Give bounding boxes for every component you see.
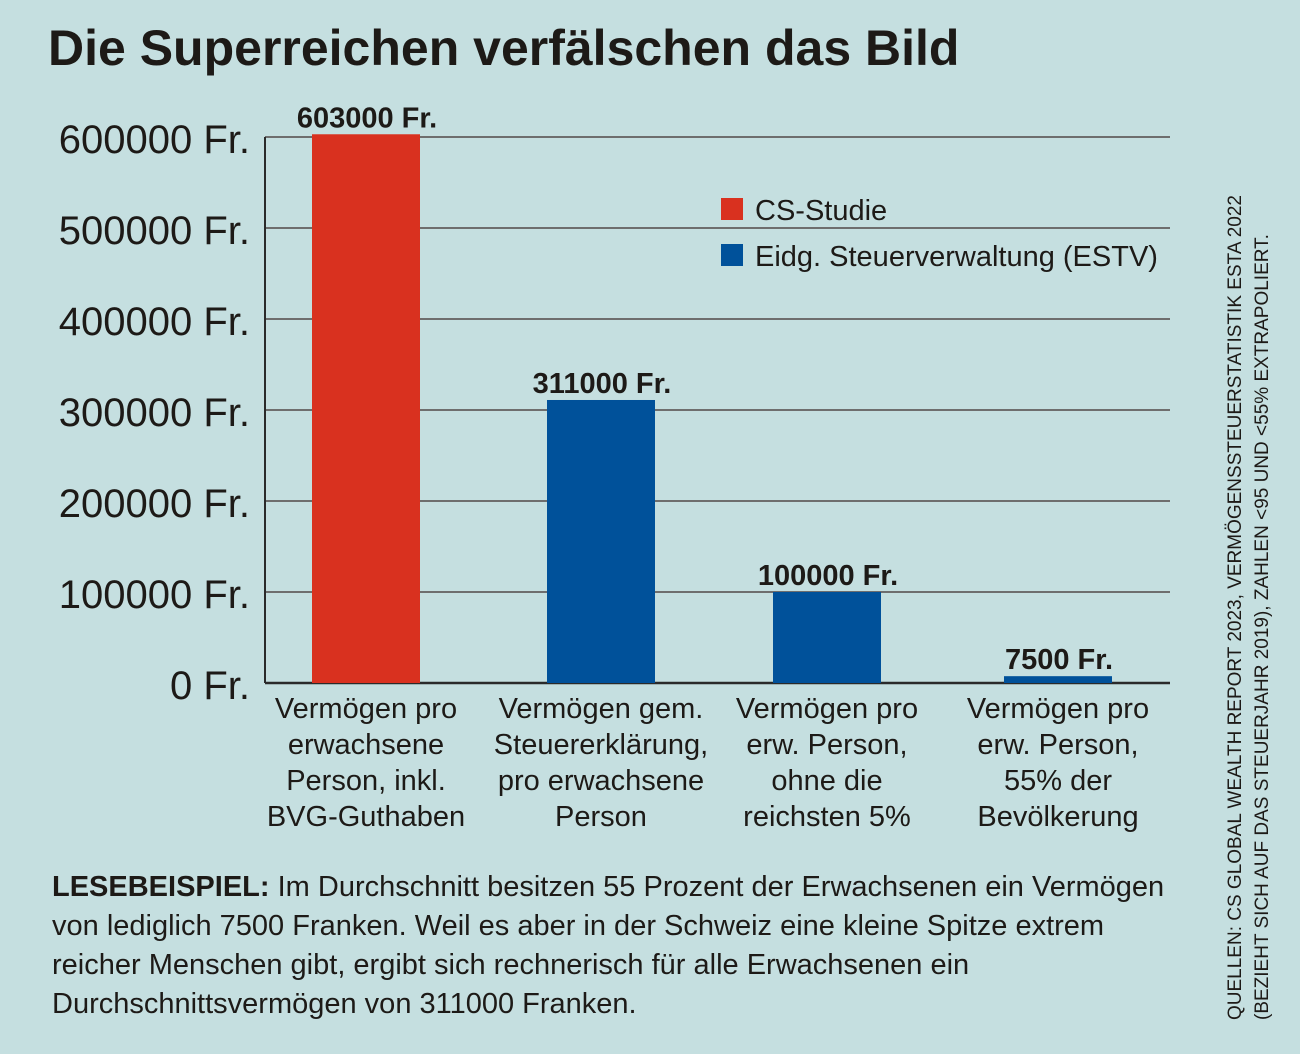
source-note: QUELLEN: CS GLOBAL WEALTH REPORT 2023, V… [1222, 195, 1276, 1020]
reading-example-text: Im Durchschnitt besitzen 55 Prozent der … [52, 871, 1165, 1020]
legend-label: Eidg. Steuerverwaltung (ESTV) [755, 241, 1158, 273]
bar-value-label: 311000 Fr. [533, 368, 672, 400]
x-category-label: Vermögen gem. [499, 693, 704, 725]
bar-value-label: 603000 Fr. [297, 102, 437, 134]
legend-label: CS-Studie [755, 195, 887, 227]
x-category-label: erw. Person, [746, 729, 907, 761]
legend-swatch [721, 198, 743, 220]
bar-value-label: 100000 Fr. [758, 560, 898, 592]
bar [773, 592, 881, 683]
y-tick-label: 200000 Fr. [59, 482, 250, 526]
x-category-label: Steuererklärung, [494, 729, 708, 761]
x-category-label: erw. Person, [977, 729, 1138, 761]
x-category-label: pro erwachsene [498, 765, 704, 797]
x-category-label: Vermögen pro [275, 693, 457, 725]
x-category-label: reichsten 5% [743, 801, 911, 833]
x-category-label: Vermögen pro [967, 693, 1149, 725]
x-category-label: Vermögen pro [736, 693, 918, 725]
bar-value-label: 7500 Fr. [1005, 644, 1113, 676]
x-category-label: 55% der [1004, 765, 1112, 797]
y-tick-label: 300000 Fr. [59, 391, 250, 435]
bar [547, 399, 655, 683]
x-category-label: erwachsene [288, 729, 444, 761]
reading-example: LESEBEISPIEL: Im Durchschnitt besitzen 5… [52, 868, 1182, 1024]
reading-example-lead: LESEBEISPIEL: [52, 871, 270, 903]
legend-swatch [721, 244, 743, 266]
x-category-label: Person [555, 801, 647, 833]
y-tick-label: 500000 Fr. [59, 209, 250, 253]
bar [312, 134, 420, 683]
y-tick-label: 600000 Fr. [59, 118, 250, 162]
y-tick-label: 0 Fr. [170, 664, 250, 708]
chart-title: Die Superreichen verfälschen das Bild [48, 20, 959, 76]
bar [1004, 676, 1112, 683]
x-category-label: Bevölkerung [977, 801, 1138, 833]
x-category-label: BVG-Guthaben [267, 801, 465, 833]
y-tick-label: 400000 Fr. [59, 300, 250, 344]
x-category-label: Person, inkl. [286, 765, 446, 797]
y-tick-label: 100000 Fr. [59, 573, 250, 617]
source-line-2: (BEZIEHT SICH AUF DAS STEUERJAHR 2019), … [1252, 234, 1273, 1020]
x-category-label: ohne die [771, 765, 882, 797]
source-line-1: QUELLEN: CS GLOBAL WEALTH REPORT 2023, V… [1225, 195, 1246, 1020]
